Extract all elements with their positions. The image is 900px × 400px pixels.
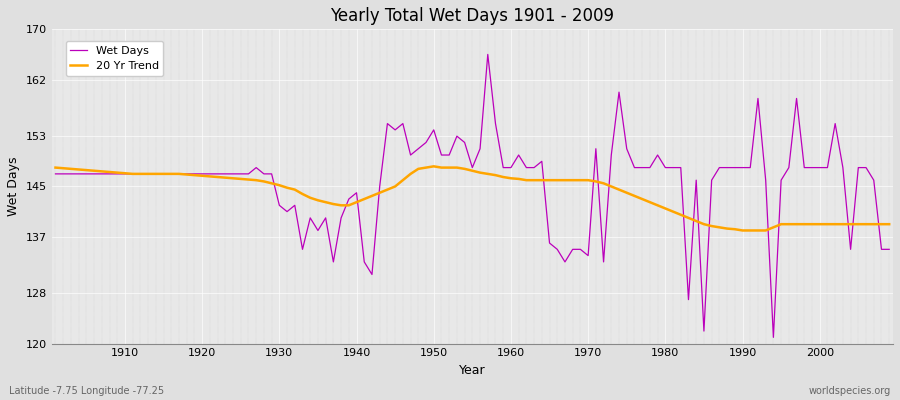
Y-axis label: Wet Days: Wet Days [7,157,20,216]
20 Yr Trend [282,185,292,190]
Wet Days [50,172,61,176]
Wet Days [112,172,122,176]
20 Yr Trend [112,170,122,175]
20 Yr Trend [328,202,338,206]
Wet Days [506,165,517,170]
Line: Wet Days: Wet Days [56,54,889,337]
Wet Days [884,247,895,252]
20 Yr Trend [737,228,748,233]
20 Yr Trend [606,184,616,189]
X-axis label: Year: Year [459,364,486,377]
Wet Days [482,52,493,57]
Text: Latitude -7.75 Longitude -77.25: Latitude -7.75 Longitude -77.25 [9,386,164,396]
20 Yr Trend [513,176,524,181]
20 Yr Trend [506,176,517,181]
Title: Yearly Total Wet Days 1901 - 2009: Yearly Total Wet Days 1901 - 2009 [330,7,615,25]
Line: 20 Yr Trend: 20 Yr Trend [56,166,889,230]
Legend: Wet Days, 20 Yr Trend: Wet Days, 20 Yr Trend [66,41,163,76]
Text: worldspecies.org: worldspecies.org [809,386,891,396]
Wet Days [328,260,338,264]
Wet Days [606,153,616,158]
20 Yr Trend [50,165,61,170]
20 Yr Trend [884,222,895,226]
20 Yr Trend [428,164,439,169]
Wet Days [282,209,292,214]
Wet Days [768,335,778,340]
Wet Days [513,153,524,158]
